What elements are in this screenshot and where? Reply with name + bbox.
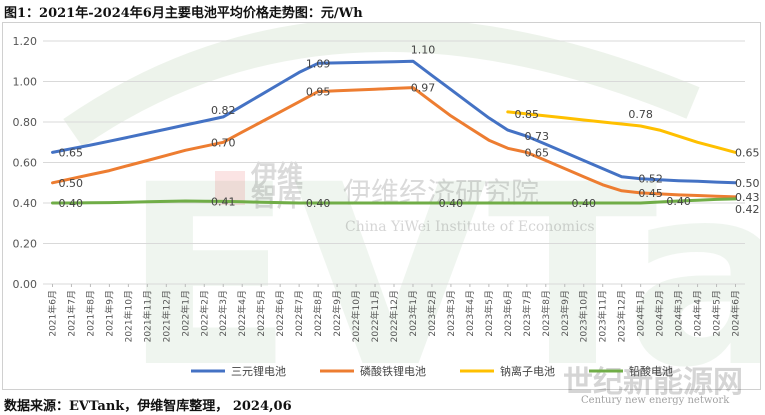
x-tick-label: 2024年3月 <box>673 290 685 337</box>
data-label: 0.73 <box>525 130 550 143</box>
corner-en-watermark: Century new energy network <box>581 395 730 406</box>
x-tick-label: 2024年4月 <box>692 290 704 337</box>
data-label: 0.40 <box>571 197 596 210</box>
legend-label: 钠离子电池 <box>500 364 555 378</box>
series-line-1 <box>51 86 737 199</box>
data-label: 0.65 <box>58 146 82 159</box>
x-tick-label: 2022年8月 <box>312 290 324 337</box>
x-tick-label: 2022年7月 <box>293 290 305 337</box>
y-tick-label: 0.20 <box>13 238 38 251</box>
data-label: 0.82 <box>211 104 236 117</box>
data-label: 0.40 <box>58 197 82 210</box>
x-tick-label: 2023年6月 <box>502 290 514 337</box>
data-label: 0.40 <box>439 197 464 210</box>
evtank-watermark: EVTank <box>63 23 760 389</box>
y-tick-label: 0.80 <box>13 116 38 129</box>
line-chart: 0.00 0.20 0.40 0.60 0.80 1.00 1.20 2021年6月 2021年… <box>13 35 760 378</box>
figure-title: 图1：2021年-2024年6月主要电池平均价格走势图：元/Wh <box>4 6 363 21</box>
series-line-0 <box>51 59 737 185</box>
x-tick-label: 2022年4月 <box>236 290 248 337</box>
yiwei-logo-watermark: 伊维 智库 <box>251 161 304 213</box>
legend-label: 磷酸铁锂电池 <box>360 364 426 378</box>
x-tick-label: 2023年5月 <box>483 290 495 337</box>
data-label: 1.10 <box>411 43 436 56</box>
data-label: 0.45 <box>638 187 663 200</box>
x-tick-label: 2022年11月 <box>369 290 381 342</box>
institute-en-watermark: China YiWei Institute of Economics <box>345 219 595 235</box>
data-label: 0.50 <box>58 177 82 190</box>
data-label: 0.70 <box>211 136 236 149</box>
data-label: 0.41 <box>211 195 236 208</box>
x-tick-label: 2023年11月 <box>597 290 609 342</box>
logo-square-watermark <box>215 171 245 205</box>
x-tick-label: 2024年6月 <box>730 290 742 337</box>
x-tick-label: 2023年12月 <box>616 290 628 342</box>
data-label: 0.40 <box>666 195 691 208</box>
data-label: 0.97 <box>411 82 436 95</box>
x-tick-label: 2021年9月 <box>103 290 115 337</box>
x-tick-label: 2024年5月 <box>711 290 723 337</box>
data-label: 0.43 <box>735 191 760 204</box>
legend-label: 铅酸电池 <box>629 364 673 378</box>
x-tick-label: 2021年12月 <box>160 290 172 342</box>
data-label: 0.95 <box>306 86 331 99</box>
x-tick-label: 2022年10月 <box>350 290 362 342</box>
x-tick-label: 2022年3月 <box>217 290 229 337</box>
x-tick-label: 2021年8月 <box>84 290 96 337</box>
data-label: 0.85 <box>515 108 540 121</box>
x-tick-label: 2022年5月 <box>255 290 267 337</box>
legend-label: 三元锂电池 <box>231 364 286 378</box>
x-tick-label: 2022年9月 <box>331 290 343 337</box>
x-tick-label: 2023年3月 <box>445 290 457 337</box>
x-tick-label: 2022年2月 <box>198 290 210 337</box>
series-line-3 <box>51 197 737 205</box>
data-label: 0.40 <box>306 197 331 210</box>
data-label: 0.65 <box>525 146 550 159</box>
x-tick-label: 2023年9月 <box>559 290 571 337</box>
x-tick-label: 2022年6月 <box>274 290 286 337</box>
y-tick-label: 0.60 <box>13 157 38 170</box>
x-tick-label: 2023年10月 <box>578 290 590 342</box>
x-tick-label: 2022年1月 <box>179 290 191 337</box>
data-label: 0.78 <box>628 108 653 121</box>
x-tick-label: 2021年7月 <box>65 290 77 337</box>
x-tick-label: 2021年6月 <box>46 290 58 337</box>
data-label: 0.65 <box>735 146 760 159</box>
x-tick-label: 2024年2月 <box>654 290 666 337</box>
logo-line-2: 智库 <box>251 183 304 213</box>
evtank-watermark-text: EVTank <box>123 131 760 389</box>
x-tick-label: 2021年11月 <box>141 290 153 342</box>
y-tick-label: 1.00 <box>13 76 38 89</box>
logo-line-1: 伊维 <box>251 161 304 191</box>
x-tick-label: 2021年10月 <box>122 290 134 342</box>
data-label: 0.52 <box>638 173 663 186</box>
y-tick-label: 0.40 <box>13 197 38 210</box>
y-tick-label: 1.20 <box>13 35 38 48</box>
chart-area: EVTank 伊维 智库 伊维经济研究院 China YiWei Institu… <box>2 22 761 406</box>
x-tick-label: 2023年7月 <box>521 290 533 337</box>
x-tick-label: 2023年4月 <box>464 290 476 337</box>
y-tick-label: 0.00 <box>13 278 38 291</box>
data-label: 0.42 <box>735 203 760 216</box>
x-tick-label: 2022年12月 <box>388 290 400 342</box>
data-label: 1.09 <box>306 57 331 70</box>
data-label: 0.50 <box>735 177 760 190</box>
x-tick-label: 2023年1月 <box>407 290 419 337</box>
x-tick-label: 2023年2月 <box>426 290 438 337</box>
data-source-note: 数据来源：EVTank，伊维智库整理， 2024,06 <box>4 399 292 414</box>
x-tick-label: 2023年8月 <box>540 290 552 337</box>
series-line-2 <box>506 110 737 154</box>
x-tick-label: 2024年1月 <box>635 290 647 337</box>
